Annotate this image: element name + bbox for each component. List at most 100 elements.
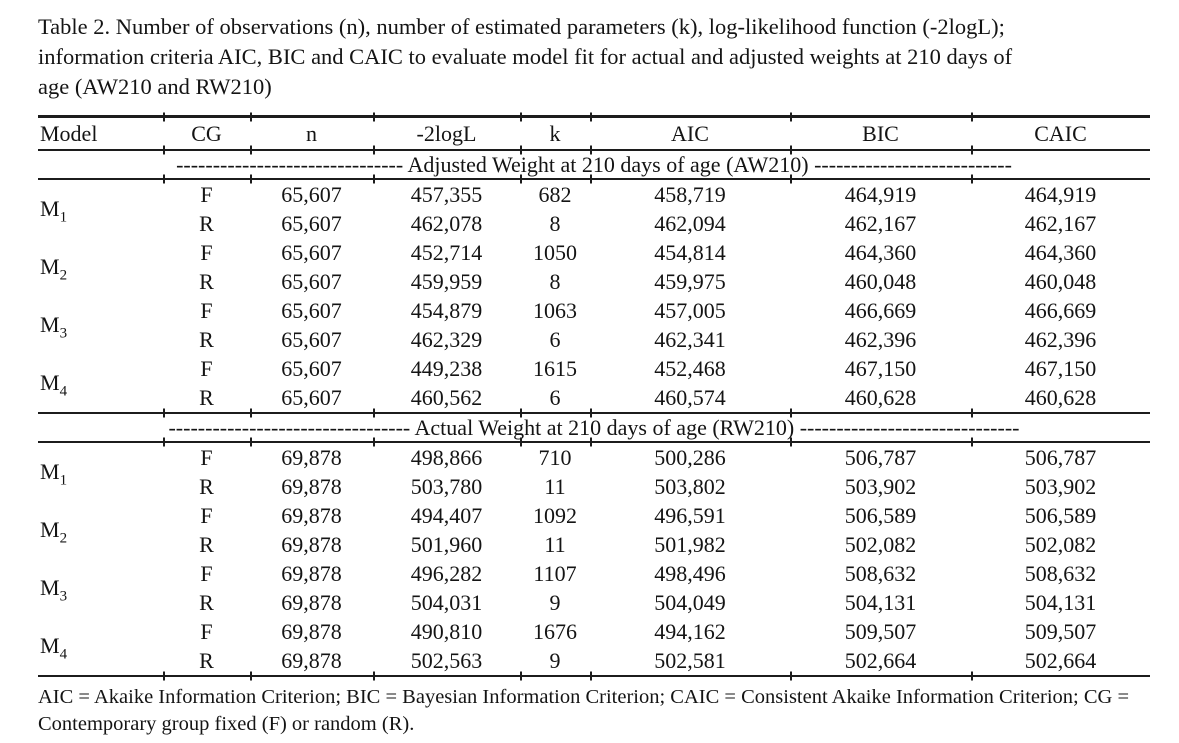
column-boundary-tick	[373, 437, 375, 447]
value-cell: 69,878	[281, 647, 342, 673]
value-cell: 1092	[533, 502, 577, 528]
column-boundary-tick	[520, 112, 522, 121]
value-cell: 710	[538, 444, 572, 470]
value-cell: 509,507	[844, 618, 917, 644]
value-cell: 460,048	[844, 268, 917, 294]
column-boundary-tick	[790, 145, 792, 155]
cg-cell: R	[199, 326, 214, 352]
cg-cell: F	[200, 502, 213, 528]
value-cell: 69,878	[281, 560, 342, 586]
column-boundary-tick	[163, 671, 165, 681]
column-boundary-tick	[590, 671, 592, 681]
value-cell: 462,167	[844, 210, 917, 236]
column-header-k: k	[549, 120, 561, 146]
cg-cell: F	[200, 297, 213, 323]
value-cell: 1107	[533, 560, 577, 586]
value-cell: 501,982	[654, 531, 726, 557]
value-cell: 69,878	[281, 618, 342, 644]
column-boundary-tick	[790, 437, 792, 447]
model-group: M2 F 69,878 494,407 1092 496,591 506,589 506,58…	[38, 501, 1150, 559]
column-boundary-tick	[250, 408, 252, 418]
column-boundary-tick	[250, 112, 252, 121]
model-label: M1	[40, 196, 68, 226]
value-cell: 65,607	[281, 239, 342, 265]
column-boundary-tick	[790, 174, 792, 184]
column-boundary-tick	[790, 408, 792, 418]
model-label: M2	[40, 517, 68, 547]
value-cell: 682	[538, 181, 572, 207]
table-caption: Table 2. Number of observations (n), num…	[38, 12, 1150, 102]
column-boundary-tick	[250, 174, 252, 184]
value-cell: 459,959	[410, 268, 483, 294]
column-boundary-tick	[520, 437, 522, 447]
value-cell: 506,787	[1024, 444, 1097, 470]
column-boundary-tick	[790, 671, 792, 681]
column-boundary-tick	[971, 671, 973, 681]
column-header-aic: AIC	[671, 120, 709, 146]
horizontal-rule	[38, 437, 1150, 447]
value-cell: 8	[549, 268, 561, 294]
value-cell: 508,632	[844, 560, 917, 586]
column-boundary-tick	[590, 112, 592, 121]
column-boundary-tick	[590, 408, 592, 418]
value-cell: 502,082	[1024, 531, 1097, 557]
value-cell: 65,607	[281, 384, 342, 410]
value-cell: 69,878	[281, 502, 342, 528]
column-boundary-tick	[971, 174, 973, 184]
value-cell: 466,669	[844, 297, 917, 323]
footnote-line-2: Contemporary group fixed (F) or random (…	[38, 713, 415, 735]
value-cell: 501,960	[410, 531, 483, 557]
column-boundary-tick	[373, 408, 375, 418]
value-cell: 494,162	[654, 618, 726, 644]
value-cell: 502,082	[844, 531, 917, 557]
value-cell: 506,589	[1024, 502, 1097, 528]
cg-cell: R	[199, 268, 214, 294]
value-cell: 69,878	[281, 589, 342, 615]
value-cell: 504,031	[410, 589, 483, 615]
value-cell: 462,396	[844, 326, 917, 352]
column-boundary-tick	[163, 174, 165, 184]
column-boundary-tick	[373, 671, 375, 681]
caption-line-1: Table 2. Number of observations (n), num…	[38, 14, 1005, 39]
horizontal-rule	[38, 671, 1150, 681]
model-label: M3	[40, 312, 68, 342]
footnote-line-1: AIC = Akaike Information Criterion; BIC …	[38, 686, 1130, 708]
value-cell: 502,664	[844, 647, 917, 673]
value-cell: 506,787	[844, 444, 917, 470]
column-boundary-tick	[373, 112, 375, 121]
column-boundary-tick	[590, 145, 592, 155]
model-group: M3 F 65,607 454,879 1063 457,005 466,669 466,66…	[38, 296, 1150, 354]
column-boundary-tick	[790, 112, 792, 121]
horizontal-rule	[38, 174, 1150, 184]
value-cell: 508,632	[1024, 560, 1097, 586]
value-cell: 503,902	[844, 473, 917, 499]
column-boundary-tick	[163, 112, 165, 121]
value-cell: 467,150	[1024, 355, 1097, 381]
value-cell: 65,607	[281, 181, 342, 207]
value-cell: 464,360	[844, 239, 917, 265]
cg-cell: R	[199, 589, 214, 615]
value-cell: 494,407	[410, 502, 483, 528]
value-cell: 11	[544, 531, 566, 557]
section-header-aw210: ------------------------------- Adjusted…	[176, 152, 1012, 177]
value-cell: 490,810	[410, 618, 483, 644]
column-header-model: Model	[40, 120, 98, 146]
value-cell: 460,628	[1024, 384, 1097, 410]
value-cell: 462,329	[410, 326, 483, 352]
model-group: M4 F 65,607 449,238 1615 452,468 467,150 467,15…	[38, 354, 1150, 412]
value-cell: 8	[549, 210, 561, 236]
cg-cell: R	[199, 473, 214, 499]
cg-cell: F	[200, 560, 213, 586]
value-cell: 452,468	[654, 355, 726, 381]
value-cell: 464,919	[1024, 181, 1097, 207]
caption-line-2: information criteria AIC, BIC and CAIC t…	[38, 44, 1013, 69]
value-cell: 69,878	[281, 531, 342, 557]
table-body: ------------------------------- Adjusted…	[38, 151, 1150, 681]
column-header-cg: CG	[191, 120, 222, 146]
value-cell: 496,282	[410, 560, 483, 586]
column-boundary-tick	[163, 145, 165, 155]
value-cell: 459,975	[654, 268, 726, 294]
value-cell: 464,360	[1024, 239, 1097, 265]
column-boundary-tick	[163, 408, 165, 418]
